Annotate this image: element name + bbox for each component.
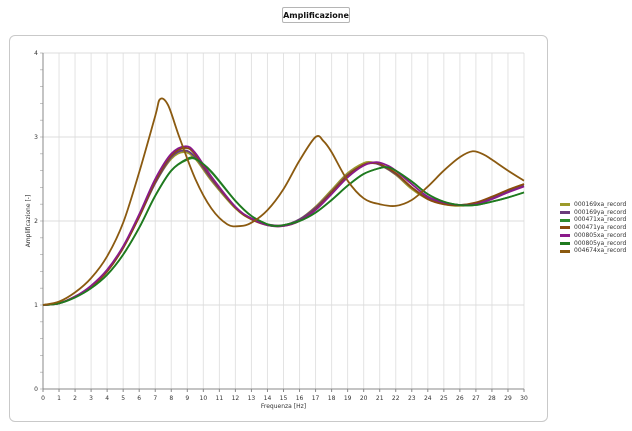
legend-swatch xyxy=(560,211,570,215)
x-tick-label: 8 xyxy=(169,395,173,402)
x-tick-label: 21 xyxy=(376,395,384,402)
legend-label: 000805xa_record xyxy=(574,231,627,239)
x-tick-label: 13 xyxy=(248,395,256,402)
x-tick-label: 15 xyxy=(280,395,288,402)
x-tick-label: 30 xyxy=(520,395,528,402)
legend-item[interactable]: 004674xa_record xyxy=(560,247,626,255)
chart-panel xyxy=(9,35,548,422)
x-tick-label: 16 xyxy=(296,395,304,402)
legend-swatch xyxy=(560,203,570,207)
legend-label: 004674xa_record xyxy=(574,247,627,255)
x-tick-label: 11 xyxy=(216,395,224,402)
legend-swatch xyxy=(560,234,570,238)
legend-item[interactable]: 000169ya_record xyxy=(560,209,626,217)
x-tick-label: 20 xyxy=(360,395,368,402)
y-axis-label: Amplificazione [-] xyxy=(25,195,32,248)
x-tick-label: 12 xyxy=(232,395,240,402)
legend-label: 000471xa_record xyxy=(574,216,627,224)
y-tick-label: 2 xyxy=(34,218,38,225)
legend-label: 000805ya_record xyxy=(574,239,627,247)
x-tick-label: 29 xyxy=(504,395,512,402)
x-tick-label: 18 xyxy=(328,395,336,402)
legend-label: 000471ya_record xyxy=(574,224,627,232)
x-axis-label: Frequenza [Hz] xyxy=(261,403,306,410)
y-tick-label: 4 xyxy=(34,50,38,57)
legend-swatch xyxy=(560,226,570,230)
y-tick-label: 0 xyxy=(34,386,38,393)
legend-item[interactable]: 000471ya_record xyxy=(560,224,626,232)
x-tick-label: 23 xyxy=(408,395,416,402)
legend-item[interactable]: 000169xa_record xyxy=(560,201,626,209)
x-tick-label: 9 xyxy=(185,395,189,402)
x-tick-label: 19 xyxy=(344,395,352,402)
y-tick-label: 1 xyxy=(34,302,38,309)
legend-label: 000169ya_record xyxy=(574,208,627,216)
x-tick-label: 6 xyxy=(137,395,141,402)
x-tick-label: 24 xyxy=(424,395,432,402)
legend-item[interactable]: 000471xa_record xyxy=(560,216,626,224)
chart-legend: 000169xa_record 000169ya_record 000471xa_r… xyxy=(560,201,626,255)
x-tick-label: 25 xyxy=(440,395,448,402)
x-tick-label: 26 xyxy=(456,395,464,402)
x-tick-label: 17 xyxy=(312,395,320,402)
x-tick-label: 1 xyxy=(57,395,61,402)
x-tick-label: 22 xyxy=(392,395,400,402)
x-tick-label: 3 xyxy=(89,395,93,402)
x-tick-label: 0 xyxy=(41,395,45,402)
legend-item[interactable]: 000805ya_record xyxy=(560,240,626,248)
legend-swatch xyxy=(560,241,570,245)
series-line-004674xa_record xyxy=(42,97,525,306)
chart-title-label: Amplificazione xyxy=(283,10,349,20)
x-tick-label: 14 xyxy=(264,395,272,402)
x-tick-label: 28 xyxy=(488,395,496,402)
legend-label: 000169xa_record xyxy=(574,201,627,208)
x-tick-label: 2 xyxy=(73,395,77,402)
x-tick-label: 10 xyxy=(200,395,208,402)
y-tick-label: 3 xyxy=(34,134,38,141)
x-tick-label: 5 xyxy=(121,395,125,402)
legend-swatch xyxy=(560,249,570,253)
chart-title-button[interactable]: Amplificazione xyxy=(282,7,350,23)
x-tick-label: 4 xyxy=(105,395,109,402)
x-tick-label: 7 xyxy=(153,395,157,402)
legend-swatch xyxy=(560,218,570,222)
series-line-000805ya_record xyxy=(42,156,525,306)
legend-item[interactable]: 000805xa_record xyxy=(560,232,626,240)
x-tick-label: 27 xyxy=(472,395,480,402)
